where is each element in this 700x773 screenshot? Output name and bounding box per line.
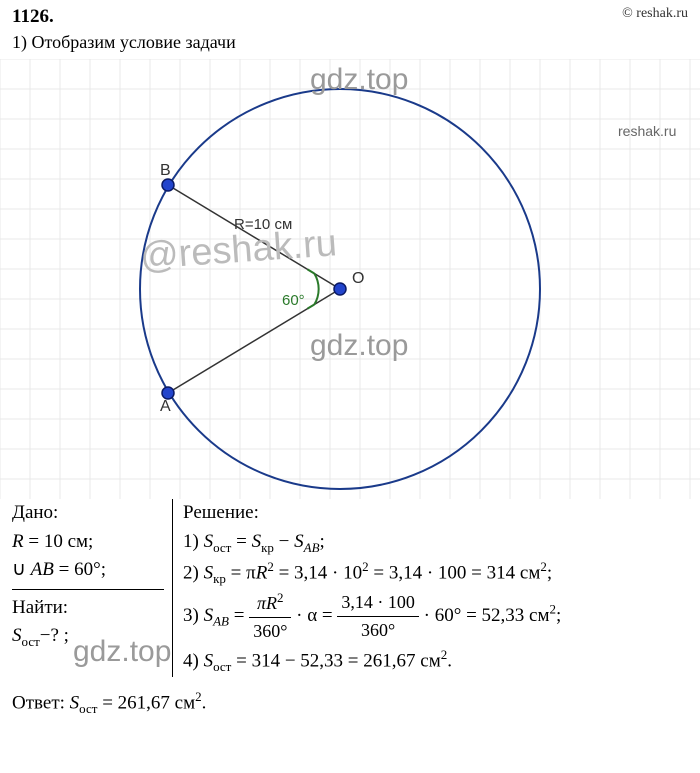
solution-step-1: 1) Sост = Sкр − SAB; (183, 528, 688, 557)
svg-text:A: A (160, 398, 171, 415)
svg-text:B: B (160, 162, 171, 179)
svg-text:R=10 см: R=10 см (234, 216, 292, 233)
solution-title: Решение: (183, 499, 688, 528)
header-row: 1126. © reshak.ru (0, 0, 700, 30)
divider-line (12, 589, 164, 590)
answer-line: Ответ: Sост = 261,67 см2. (0, 677, 700, 721)
geometry-diagram: OABR=10 см60° gdz.top @reshak.ru gdz.top… (0, 59, 700, 499)
find-line: Sост−? ; (12, 622, 164, 651)
find-title: Найти: (12, 594, 164, 623)
svg-text:O: O (352, 270, 364, 287)
step-1-text: 1) Отобразим условие задачи (0, 30, 700, 59)
given-line-1: R = 10 см; (12, 528, 164, 557)
copyright-text: © reshak.ru (622, 6, 688, 28)
problem-number: 1126. (12, 6, 54, 28)
solution-step-2: 2) Sкр = πR2 = 3,14 · 102 = 3,14 · 100 =… (183, 557, 688, 589)
solution-step-3: 3) SAB = πR2360° · α = 3,14 · 100360° · … (183, 588, 688, 645)
given-line-2: ∪ AB = 60°; (12, 556, 164, 585)
given-title: Дано: (12, 499, 164, 528)
solution-column: Решение: 1) Sост = Sкр − SAB; 2) Sкр = π… (172, 499, 688, 677)
given-column: Дано: R = 10 см; ∪ AB = 60°; Найти: Sост… (12, 499, 172, 677)
diagram-svg: O A B R=10 см 60° (0, 59, 700, 499)
solution-block: Дано: R = 10 см; ∪ AB = 60°; Найти: Sост… (0, 499, 700, 677)
svg-text:60°: 60° (282, 292, 305, 309)
solution-step-4: 4) Sост = 314 − 52,33 = 261,67 см2. (183, 645, 688, 677)
